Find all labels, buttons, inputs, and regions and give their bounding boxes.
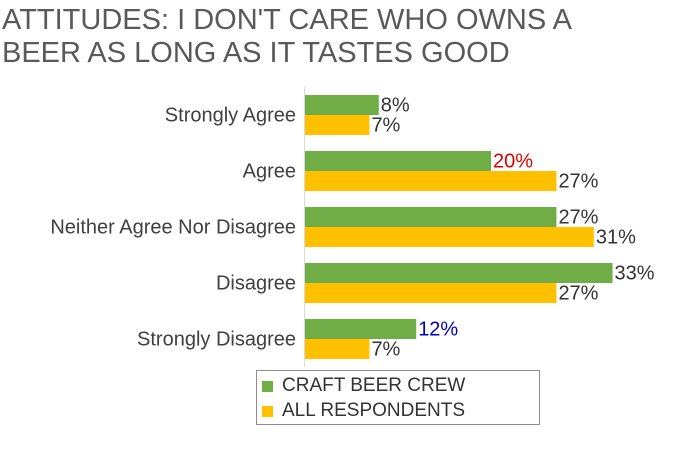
- bar-craft-beer-crew-disagree: [304, 263, 613, 283]
- data-label-craft-beer-crew-disagree: 33%: [615, 262, 655, 284]
- category-label-strongly-disagree: Strongly Disagree: [137, 328, 296, 350]
- bar-craft-beer-crew-strongly-disagree: [304, 319, 417, 339]
- data-label-all-respondents-agree: 27%: [558, 170, 598, 192]
- bar-all-respondents-strongly-agree: [304, 115, 370, 135]
- data-label-craft-beer-crew-strongly-disagree: 12%: [418, 318, 458, 340]
- legend-label-all-respondents: ALL RESPONDENTS: [282, 400, 466, 421]
- bar-craft-beer-crew-neither-agree-nor-disagree: [304, 207, 557, 227]
- chart-title: ATTITUDES: I DON'T CARE WHO OWNS A BEER …: [2, 4, 678, 70]
- bar-all-respondents-neither-agree-nor-disagree: [304, 227, 594, 247]
- category-label-agree: Agree: [243, 160, 296, 182]
- legend-item-craft-beer-crew: CRAFT BEER CREW: [262, 375, 465, 397]
- chart-legend: CRAFT BEER CREW ALL RESPONDENTS: [256, 370, 540, 425]
- category-label-strongly-agree: Strongly Agree: [165, 104, 296, 126]
- legend-item-all-respondents: ALL RESPONDENTS: [262, 400, 465, 422]
- data-label-all-respondents-neither-agree-nor-disagree: 31%: [596, 226, 636, 248]
- legend-label-craft-beer-crew: CRAFT BEER CREW: [282, 375, 466, 396]
- chart-title-line-1: ATTITUDES: I DON'T CARE WHO OWNS A: [2, 4, 572, 36]
- bar-all-respondents-agree: [304, 171, 557, 191]
- data-label-craft-beer-crew-neither-agree-nor-disagree: 27%: [558, 206, 598, 228]
- data-label-craft-beer-crew-agree: 20%: [493, 150, 533, 172]
- data-label-craft-beer-crew-strongly-agree: 8%: [381, 94, 410, 116]
- chart-title-line-2: BEER AS LONG AS IT TASTES GOOD: [2, 37, 510, 69]
- legend-swatch-craft-beer-crew: [262, 380, 273, 392]
- bar-craft-beer-crew-agree: [304, 151, 491, 171]
- bar-all-respondents-disagree: [304, 283, 557, 303]
- category-label-neither-agree-nor-disagree: Neither Agree Nor Disagree: [50, 216, 296, 238]
- legend-swatch-all-respondents: [262, 405, 273, 417]
- data-label-all-respondents-strongly-disagree: 7%: [371, 338, 400, 360]
- data-label-all-respondents-strongly-agree: 7%: [371, 114, 400, 136]
- bar-all-respondents-strongly-disagree: [304, 339, 370, 359]
- data-label-all-respondents-disagree: 27%: [558, 282, 598, 304]
- bar-craft-beer-crew-strongly-agree: [304, 95, 379, 115]
- bar-chart: Strongly Agree 8%7%Agree 20%27%Neither Agr…: [50, 87, 655, 367]
- category-label-disagree: Disagree: [216, 272, 296, 294]
